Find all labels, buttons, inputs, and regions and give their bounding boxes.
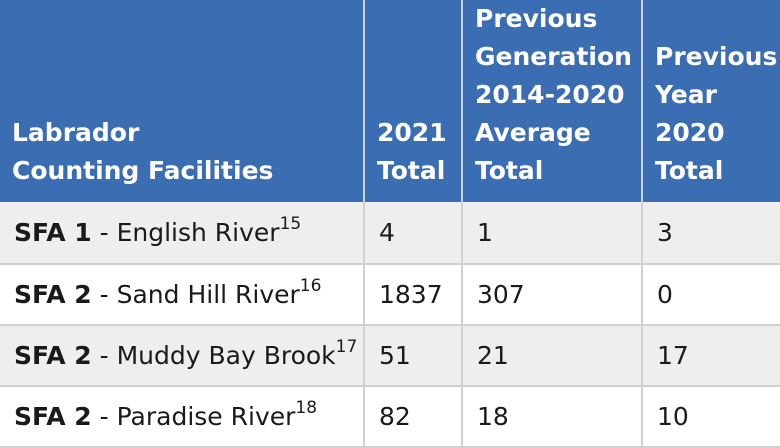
footnote-ref: 18 — [295, 397, 318, 418]
header-previous-year-2020: Previous Year 2020 Total — [642, 0, 780, 202]
footnote-ref: 16 — [299, 275, 322, 296]
prev-year-cell: 0 — [642, 264, 780, 326]
total-2021-cell: 4 — [364, 202, 463, 265]
footnote-ref: 15 — [279, 213, 302, 234]
table-row: SFA 2 - Sand Hill River16 1837 307 0 — [0, 264, 780, 326]
prev-gen-avg-cell: 18 — [462, 386, 643, 448]
prev-gen-avg-cell: 1 — [462, 202, 643, 265]
prev-year-cell: 17 — [642, 325, 780, 387]
prev-gen-avg-cell: 307 — [462, 264, 643, 326]
table-row: SFA 2 - Paradise River18 82 18 10 — [0, 386, 780, 448]
header-2021-total: 2021 Total — [364, 0, 463, 202]
total-2021-cell: 51 — [364, 325, 463, 387]
header-row: Labrador Counting Facilities 2021 Total … — [0, 0, 780, 202]
facility-cell: SFA 2 - Sand Hill River16 — [0, 264, 365, 326]
prev-gen-avg-cell: 21 — [462, 325, 643, 387]
prev-year-cell: 3 — [642, 202, 780, 265]
table-row: SFA 2 - Muddy Bay Brook17 51 21 17 — [0, 325, 780, 387]
facility-cell: SFA 2 - Paradise River18 — [0, 386, 365, 448]
footnote-ref: 17 — [335, 336, 358, 357]
facility-cell: SFA 2 - Muddy Bay Brook17 — [0, 325, 365, 387]
total-2021-cell: 1837 — [364, 264, 463, 326]
table-row: SFA 1 - English River15 4 1 3 — [0, 202, 780, 265]
prev-year-cell: 10 — [642, 386, 780, 448]
facility-cell: SFA 1 - English River15 — [0, 202, 365, 265]
header-facility: Labrador Counting Facilities — [0, 0, 365, 202]
header-previous-generation-average: Previous Generation 2014-2020 Average To… — [462, 0, 643, 202]
total-2021-cell: 82 — [364, 386, 463, 448]
